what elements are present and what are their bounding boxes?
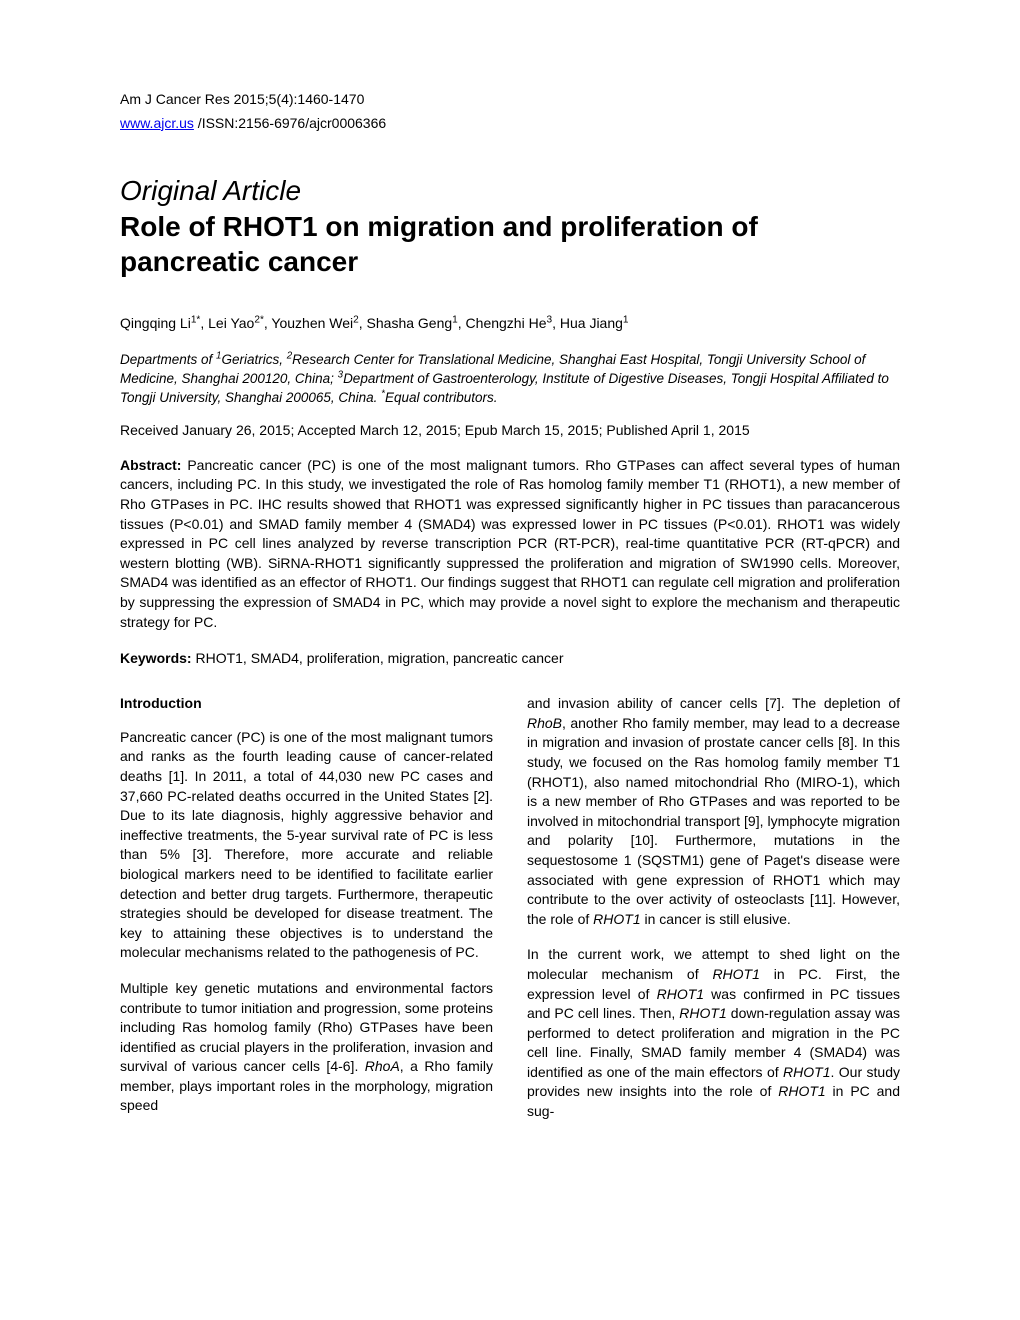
journal-url-link[interactable]: www.ajcr.us: [120, 115, 194, 131]
left-column: Introduction Pancreatic cancer (PC) is o…: [120, 694, 493, 1137]
paragraph: In the current work, we attempt to shed …: [527, 945, 900, 1121]
abstract-text: Pancreatic cancer (PC) is one of the mos…: [120, 457, 900, 630]
author: Lei Yao2*: [208, 315, 264, 331]
author: Youzhen Wei2: [271, 315, 358, 331]
journal-citation: Am J Cancer Res 2015;5(4):1460-1470: [120, 90, 900, 110]
author: Hua Jiang1: [560, 315, 629, 331]
article-type: Original Article: [120, 175, 900, 207]
abstract: Abstract: Pancreatic cancer (PC) is one …: [120, 456, 900, 632]
authors-line: Qingqing Li1*, Lei Yao2*, Youzhen Wei2, …: [120, 315, 900, 331]
author: Shasha Geng1: [367, 315, 458, 331]
author: Chengzhi He3: [466, 315, 553, 331]
keywords-label: Keywords:: [120, 650, 192, 666]
article-title: Role of RHOT1 on migration and prolifera…: [120, 209, 900, 279]
section-heading-introduction: Introduction: [120, 694, 493, 714]
body-columns: Introduction Pancreatic cancer (PC) is o…: [120, 694, 900, 1137]
keywords-text: RHOT1, SMAD4, proliferation, migration, …: [192, 650, 564, 666]
paragraph: and invasion ability of cancer cells [7]…: [527, 694, 900, 929]
page: Am J Cancer Res 2015;5(4):1460-1470 www.…: [0, 0, 1020, 1198]
issn-text: /ISSN:2156-6976/ajcr0006366: [194, 115, 386, 131]
journal-link-line: www.ajcr.us /ISSN:2156-6976/ajcr0006366: [120, 114, 900, 134]
abstract-label: Abstract:: [120, 457, 181, 473]
paragraph: Pancreatic cancer (PC) is one of the mos…: [120, 728, 493, 963]
affiliations: Departments of 1Geriatrics, 2Research Ce…: [120, 351, 900, 408]
publication-dates: Received January 26, 2015; Accepted Marc…: [120, 422, 900, 438]
keywords: Keywords: RHOT1, SMAD4, proliferation, m…: [120, 650, 900, 666]
right-column: and invasion ability of cancer cells [7]…: [527, 694, 900, 1137]
paragraph: Multiple key genetic mutations and envir…: [120, 979, 493, 1116]
author: Qingqing Li1*: [120, 315, 200, 331]
